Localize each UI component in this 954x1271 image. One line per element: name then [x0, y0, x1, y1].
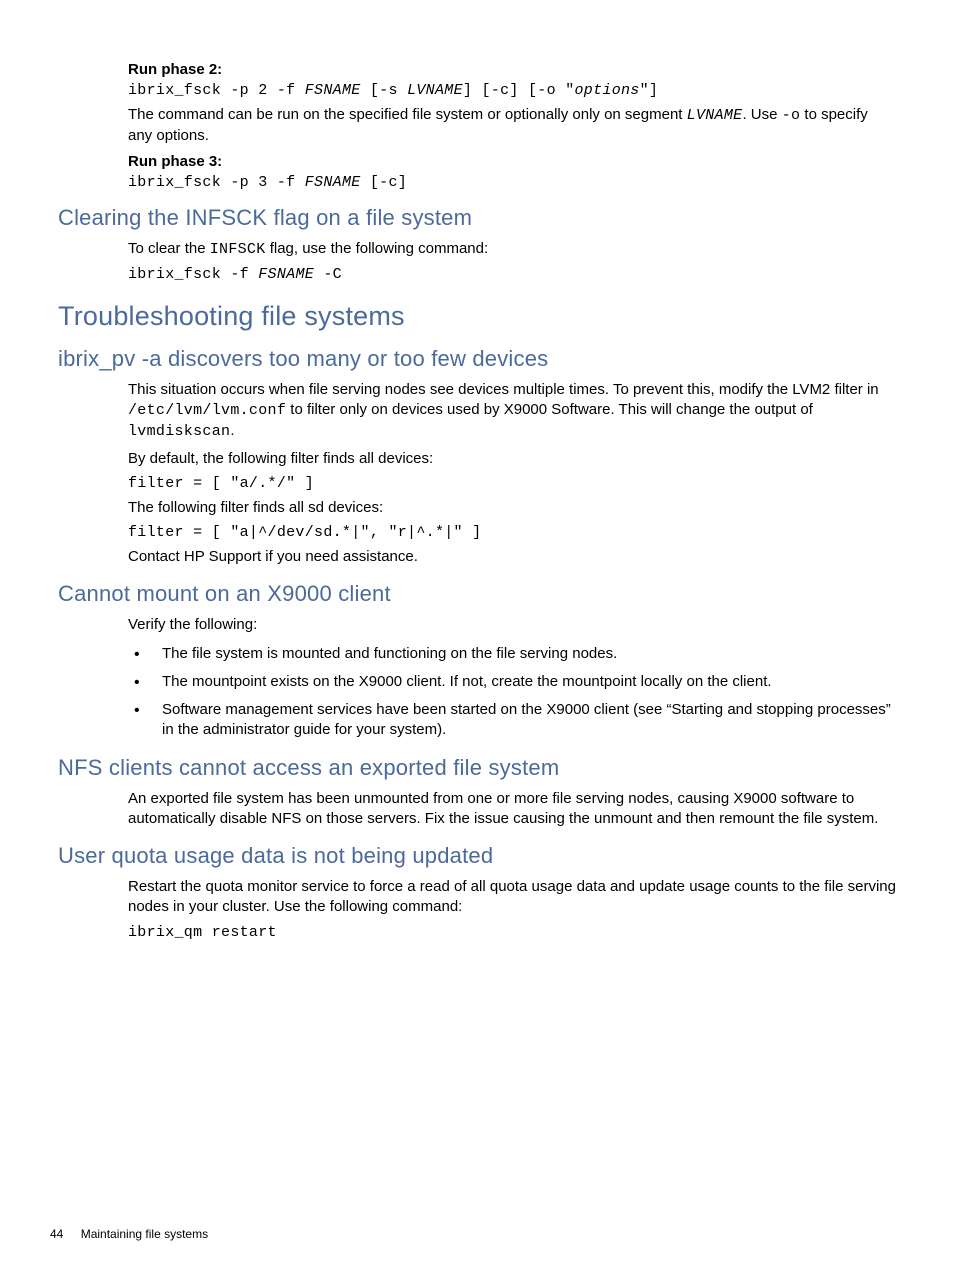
heading-quota: User quota usage data is not being updat… — [58, 843, 896, 869]
page-number: 44 — [50, 1227, 63, 1241]
quota-block: Restart the quota monitor service to for… — [128, 877, 896, 941]
run-phase-2-block: Run phase 2: ibrix_fsck -p 2 -f FSNAME [… — [128, 61, 896, 191]
clearing-command: ibrix_fsck -f FSNAME -C — [128, 266, 896, 283]
footer-title: Maintaining file systems — [81, 1227, 208, 1241]
list-item: The file system is mounted and functioni… — [128, 644, 896, 664]
heading-nfs: NFS clients cannot access an exported fi… — [58, 755, 896, 781]
list-item: The mountpoint exists on the X9000 clien… — [128, 672, 896, 692]
ibrixpv-p1: This situation occurs when file serving … — [128, 380, 896, 443]
run-phase-2-command: ibrix_fsck -p 2 -f FSNAME [-s LVNAME] [-… — [128, 82, 896, 99]
ibrixpv-block: This situation occurs when file serving … — [128, 380, 896, 568]
clearing-block: To clear the INFSCK flag, use the follow… — [128, 239, 896, 283]
run-phase-3-command: ibrix_fsck -p 3 -f FSNAME [-c] — [128, 174, 896, 191]
quota-command: ibrix_qm restart — [128, 924, 896, 941]
heading-cannot-mount: Cannot mount on an X9000 client — [58, 581, 896, 607]
ibrixpv-filter1: filter = [ "a/.*/" ] — [128, 475, 896, 492]
cannot-mount-intro: Verify the following: — [128, 615, 896, 635]
cannot-mount-block: Verify the following: The file system is… — [128, 615, 896, 740]
ibrixpv-p4: Contact HP Support if you need assistanc… — [128, 547, 896, 567]
heading-ibrixpv: ibrix_pv -a discovers too many or too fe… — [58, 346, 896, 372]
clearing-desc: To clear the INFSCK flag, use the follow… — [128, 239, 896, 260]
heading-troubleshooting: Troubleshooting file systems — [58, 301, 896, 332]
run-phase-2-label: Run phase 2: — [128, 61, 896, 78]
run-phase-3-label: Run phase 3: — [128, 153, 896, 170]
list-item: Software management services have been s… — [128, 700, 896, 741]
ibrixpv-filter2: filter = [ "a|^/dev/sd.*|", "r|^.*|" ] — [128, 524, 896, 541]
nfs-block: An exported file system has been unmount… — [128, 789, 896, 830]
nfs-desc: An exported file system has been unmount… — [128, 789, 896, 830]
quota-desc: Restart the quota monitor service to for… — [128, 877, 896, 918]
page-footer: 44 Maintaining file systems — [50, 1227, 208, 1241]
ibrixpv-p3: The following filter finds all sd device… — [128, 498, 896, 518]
heading-clearing-infsck: Clearing the INFSCK flag on a file syste… — [58, 205, 896, 231]
run-phase-2-desc: The command can be run on the specified … — [128, 105, 896, 147]
ibrixpv-p2: By default, the following filter finds a… — [128, 449, 896, 469]
cannot-mount-list: The file system is mounted and functioni… — [128, 644, 896, 741]
